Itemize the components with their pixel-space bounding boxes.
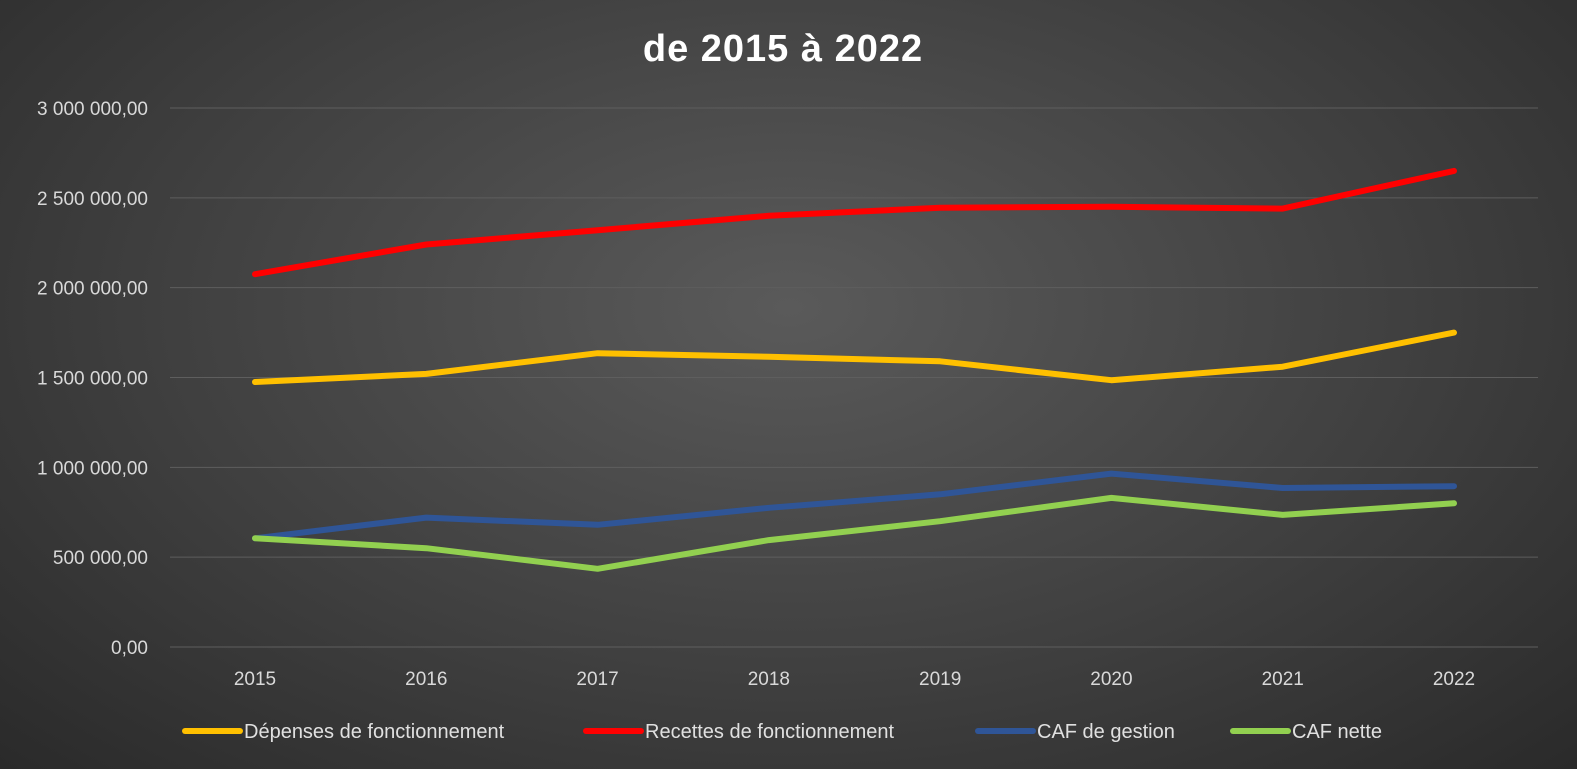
x-axis-ticks: 2015 2016 2017 2018 2019 2020 2021 2022 xyxy=(234,669,1475,690)
legend-label: Dépenses de fonctionnement xyxy=(244,721,505,743)
y-tick-label: 2 500 000,00 xyxy=(37,189,148,210)
x-tick-label: 2022 xyxy=(1433,669,1475,690)
series-line xyxy=(252,167,1457,278)
y-tick-label: 2 000 000,00 xyxy=(37,279,148,300)
series-line xyxy=(252,329,1457,385)
y-axis-ticks: 0,00 500 000,00 1 000 000,00 1 500 000,00 2 … xyxy=(37,99,148,659)
y-tick-label: 500 000,00 xyxy=(53,548,148,569)
series-line xyxy=(252,494,1457,572)
legend-label: CAF nette xyxy=(1292,721,1382,743)
y-tick-label: 1 500 000,00 xyxy=(37,369,148,390)
x-tick-label: 2021 xyxy=(1262,669,1304,690)
y-tick-label: 3 000 000,00 xyxy=(37,99,148,120)
x-tick-label: 2015 xyxy=(234,669,276,690)
legend: Dépenses de fonctionnement Recettes de fo… xyxy=(182,721,1382,743)
x-tick-label: 2019 xyxy=(919,669,961,690)
x-tick-label: 2020 xyxy=(1090,669,1132,690)
series-lines xyxy=(252,167,1457,572)
x-tick-label: 2016 xyxy=(405,669,447,690)
legend-label: Recettes de fonctionnement xyxy=(645,721,894,743)
series-line xyxy=(252,470,1457,542)
y-tick-label: 1 000 000,00 xyxy=(37,458,148,479)
x-tick-label: 2018 xyxy=(748,669,790,690)
y-tick-label: 0,00 xyxy=(111,638,148,659)
legend-label: CAF de gestion xyxy=(1037,721,1175,743)
chart-title: de 2015 à 2022 xyxy=(643,28,923,70)
x-tick-label: 2017 xyxy=(576,669,618,690)
